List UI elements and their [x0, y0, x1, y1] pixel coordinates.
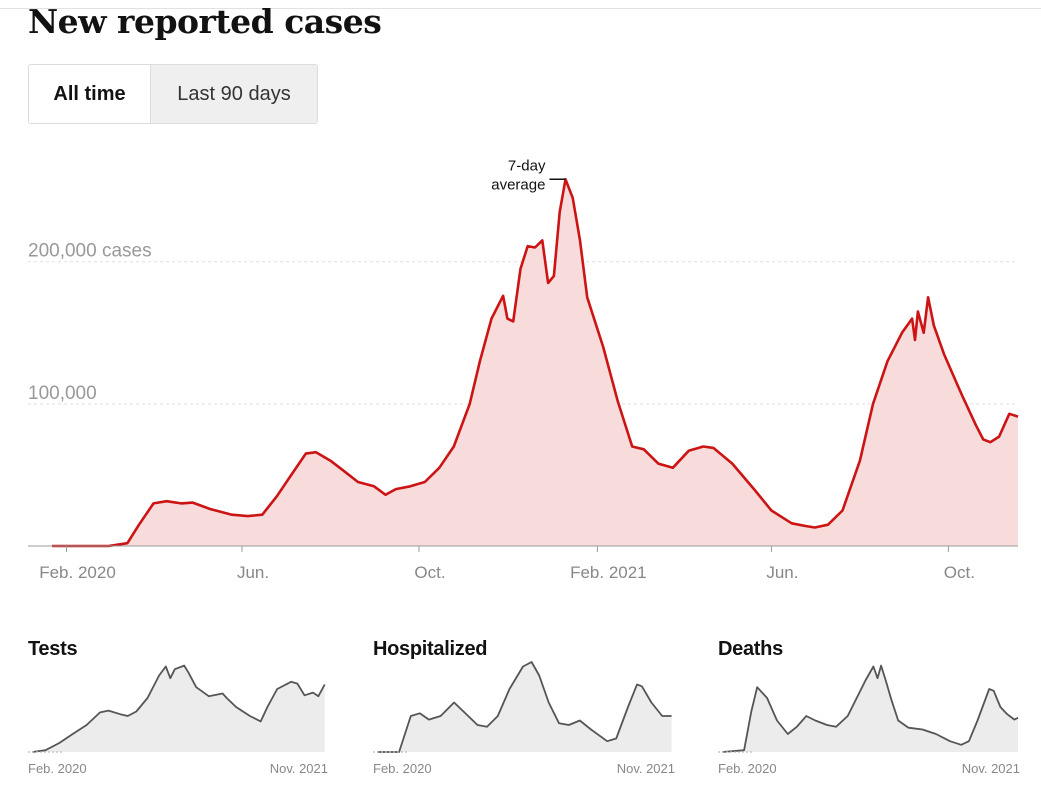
- x-tick-label: Nov. 2021: [617, 761, 675, 776]
- x-tick-label: Feb. 2021: [570, 563, 647, 582]
- x-tick-label: Feb. 2020: [39, 563, 116, 582]
- annotation-label-line1: 7-day: [508, 157, 546, 174]
- x-tick-label: Oct.: [944, 563, 975, 582]
- deaths-chart: Deaths Feb. 2020 Nov. 2021: [718, 630, 1020, 790]
- series-line: [377, 661, 672, 753]
- x-tick-label: Nov. 2021: [270, 761, 328, 776]
- x-tick-label: Feb. 2020: [28, 761, 87, 776]
- hospitalized-chart: Hospitalized Feb. 2020 Nov. 2021: [373, 630, 675, 790]
- y-tick-label: 200,000 cases: [28, 241, 152, 262]
- series-line: [722, 664, 1019, 753]
- x-tick-label: Oct.: [414, 563, 445, 582]
- annotation-label-line2: average: [491, 176, 545, 193]
- series-line: [32, 664, 326, 753]
- series-area: [32, 665, 325, 752]
- x-tick-label: Jun.: [766, 563, 798, 582]
- series-area: [377, 662, 672, 752]
- tests-title: Tests: [28, 638, 78, 660]
- x-tick-label: Feb. 2020: [373, 761, 432, 776]
- time-range-toggle: All time Last 90 days: [28, 64, 318, 124]
- deaths-title: Deaths: [718, 638, 783, 660]
- tests-chart: Tests Feb. 2020 Nov. 2021: [28, 630, 328, 790]
- x-tick-label: Nov. 2021: [962, 761, 1020, 776]
- y-tick-label: 100,000: [28, 383, 97, 404]
- x-tick-label: Jun.: [237, 563, 269, 582]
- cases-chart: 200,000 cases 100,000 Feb. 2020 Jun. Oct. Feb…: [28, 157, 1019, 582]
- x-tick-label: Feb. 2020: [718, 761, 777, 776]
- series-area: [722, 665, 1018, 752]
- all-time-button[interactable]: All time: [29, 65, 151, 123]
- last-90-days-button[interactable]: Last 90 days: [151, 65, 317, 123]
- cases-area: [52, 179, 1018, 547]
- page-title: New reported cases: [28, 2, 382, 41]
- cases-line: [52, 178, 1019, 548]
- top-divider: [0, 8, 1041, 9]
- hospitalized-title: Hospitalized: [373, 638, 488, 660]
